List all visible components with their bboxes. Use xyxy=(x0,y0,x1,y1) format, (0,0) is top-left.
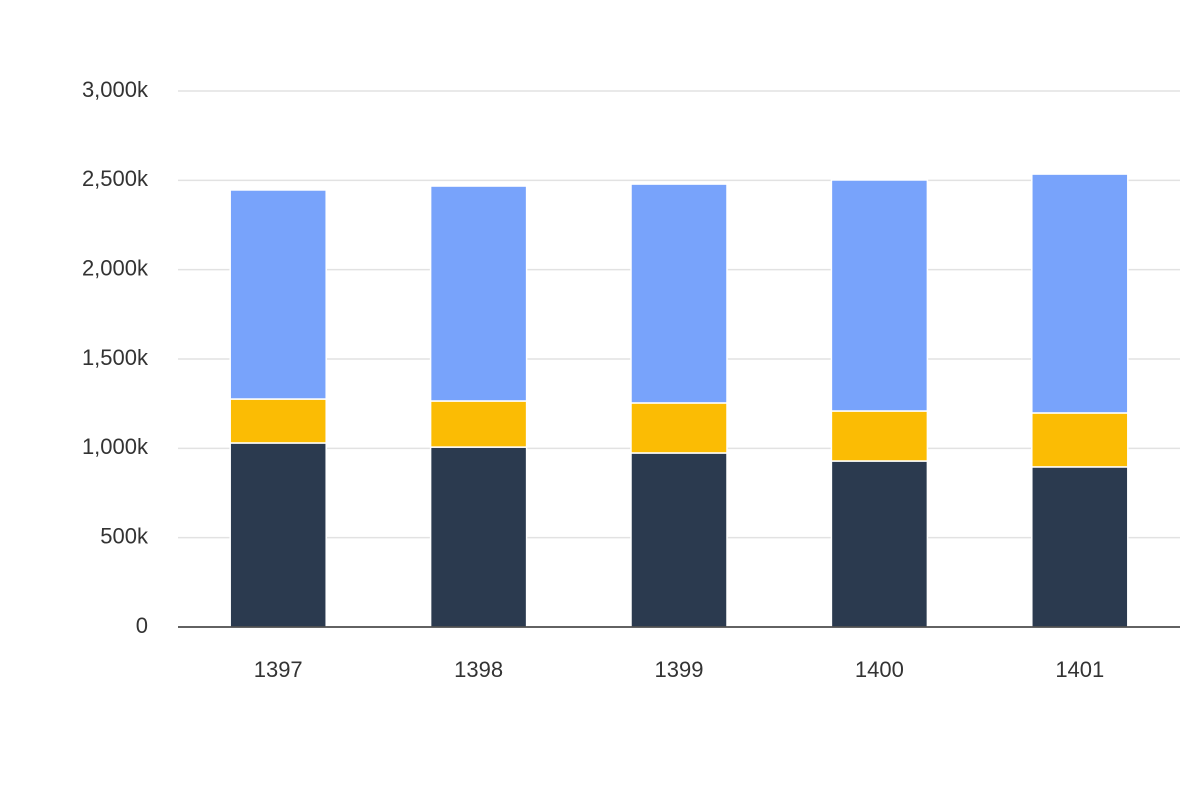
bar-segment xyxy=(229,189,327,400)
x-tick-label: 1397 xyxy=(254,657,303,682)
bar-segment xyxy=(429,446,528,628)
bar-segment xyxy=(429,400,528,448)
bar-segment xyxy=(630,183,728,404)
bar-segment xyxy=(229,398,327,444)
bar-segment xyxy=(229,442,327,628)
y-tick-label: 2,000k xyxy=(82,255,149,280)
bar-segment xyxy=(1031,466,1129,628)
bar-segment xyxy=(830,179,929,412)
bar-segment xyxy=(1031,412,1129,468)
bar-segment xyxy=(830,410,929,462)
x-tick-label: 1398 xyxy=(454,657,503,682)
bar-segment xyxy=(630,452,728,628)
y-tick-label: 1,000k xyxy=(82,434,149,459)
bar-segment xyxy=(1031,173,1129,414)
y-tick-label: 0 xyxy=(136,613,148,638)
y-tick-label: 3,000k xyxy=(82,77,149,102)
y-tick-label: 1,500k xyxy=(82,345,149,370)
y-tick-label: 500k xyxy=(100,523,149,548)
x-tick-label: 1399 xyxy=(655,657,704,682)
bar-segment xyxy=(630,402,728,454)
y-tick-label: 2,500k xyxy=(82,166,149,191)
x-tick-label: 1400 xyxy=(855,657,904,682)
bar-segment xyxy=(830,460,929,628)
x-tick-label: 1401 xyxy=(1055,657,1104,682)
bar-segment xyxy=(429,185,528,402)
